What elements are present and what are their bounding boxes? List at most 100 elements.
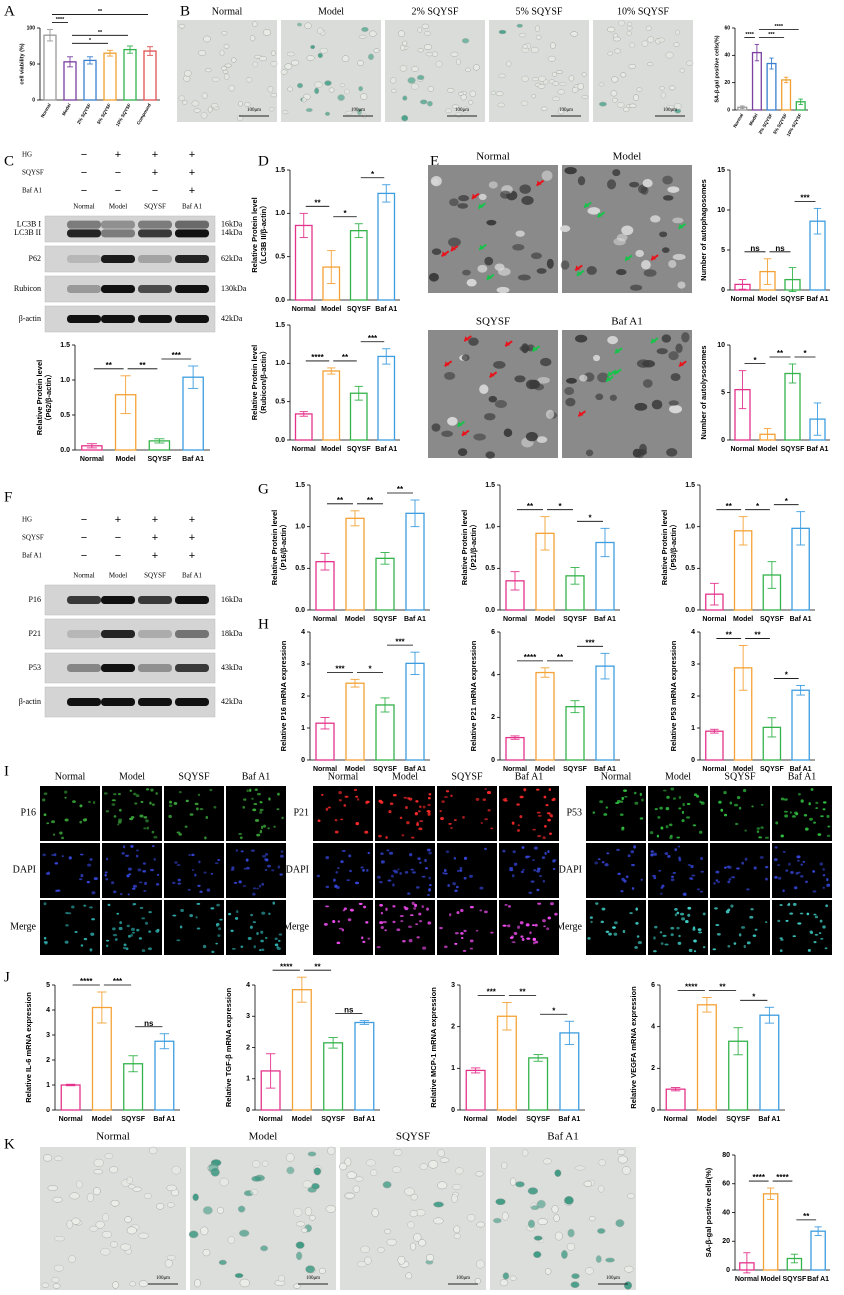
cell bbox=[595, 1255, 602, 1263]
significance-label: ** bbox=[342, 353, 349, 362]
kda-label: 43kDa bbox=[221, 663, 243, 672]
cell bbox=[784, 810, 788, 813]
cell bbox=[193, 108, 201, 113]
cell bbox=[597, 1185, 605, 1193]
cell bbox=[407, 1221, 415, 1229]
cell bbox=[334, 830, 339, 834]
cell bbox=[720, 808, 724, 812]
treatment-sign: + bbox=[115, 149, 121, 161]
cell bbox=[293, 1283, 301, 1289]
cell bbox=[79, 853, 84, 856]
cell bbox=[142, 869, 147, 873]
significance-label: *** bbox=[335, 664, 345, 673]
band bbox=[175, 285, 209, 293]
cell bbox=[678, 856, 681, 860]
cell bbox=[450, 51, 459, 57]
x-tick-label: Normal bbox=[313, 616, 337, 623]
cell bbox=[189, 914, 193, 918]
x-tick-label: Model bbox=[535, 616, 555, 623]
cell bbox=[261, 882, 265, 886]
cell bbox=[795, 812, 799, 816]
cell bbox=[402, 940, 406, 943]
panel-letter: H bbox=[258, 616, 269, 632]
cell bbox=[325, 807, 329, 811]
cell bbox=[822, 874, 826, 877]
cell bbox=[325, 905, 330, 908]
cell bbox=[240, 945, 244, 948]
significance-label: * bbox=[756, 502, 760, 511]
cell bbox=[799, 912, 804, 915]
cell bbox=[264, 858, 268, 861]
cell bbox=[533, 846, 538, 850]
cell bbox=[88, 800, 91, 804]
cell bbox=[43, 941, 48, 944]
cell bbox=[780, 797, 785, 801]
cell bbox=[366, 868, 369, 872]
cell bbox=[530, 252, 542, 260]
x-tick-label: Normal bbox=[702, 616, 726, 623]
cell bbox=[290, 59, 300, 66]
cell bbox=[424, 858, 427, 863]
cell bbox=[82, 818, 87, 822]
cell bbox=[427, 796, 431, 800]
band bbox=[101, 664, 135, 672]
cell bbox=[610, 90, 618, 97]
cell bbox=[305, 1265, 316, 1274]
cell bbox=[428, 851, 432, 855]
x-tick-label: Baf A1 bbox=[790, 616, 812, 623]
y-tick-label: 0.5 bbox=[295, 565, 305, 572]
cell bbox=[518, 33, 527, 38]
cell bbox=[738, 806, 742, 810]
cell bbox=[263, 824, 266, 828]
treatment-sign: − bbox=[81, 550, 87, 562]
cell bbox=[259, 808, 264, 812]
cell bbox=[541, 170, 553, 181]
cell bbox=[670, 933, 674, 937]
cell bbox=[419, 861, 422, 864]
cell bbox=[358, 86, 364, 92]
cell bbox=[153, 857, 156, 861]
significance-label: **** bbox=[280, 962, 293, 971]
cell bbox=[455, 58, 461, 66]
cell bbox=[544, 851, 547, 856]
treatment-label: HG bbox=[22, 151, 32, 159]
y-axis-label: Relative Protein level bbox=[660, 510, 669, 585]
cell bbox=[623, 879, 627, 883]
band bbox=[67, 220, 101, 229]
cell bbox=[454, 942, 458, 945]
cell bbox=[517, 829, 520, 832]
cell bbox=[304, 22, 312, 30]
cell bbox=[696, 888, 701, 891]
cell bbox=[561, 1250, 568, 1259]
cell bbox=[295, 1241, 305, 1249]
cell bbox=[405, 1272, 413, 1280]
cell bbox=[277, 865, 281, 869]
cell bbox=[657, 37, 666, 43]
cell bbox=[792, 902, 797, 906]
cell bbox=[519, 921, 524, 925]
y-tick-label: 1.5 bbox=[275, 167, 285, 174]
cell bbox=[693, 950, 697, 953]
cell bbox=[754, 928, 758, 931]
x-tick-label: Baf A1 bbox=[182, 456, 204, 463]
cell bbox=[507, 924, 511, 928]
x-tick-label: Baf A1 bbox=[807, 296, 829, 303]
cell bbox=[727, 880, 731, 884]
cell bbox=[620, 800, 624, 803]
significance-label: * bbox=[368, 664, 372, 673]
cell bbox=[631, 887, 635, 890]
cell bbox=[217, 934, 221, 937]
cell bbox=[54, 1155, 63, 1162]
x-tick-label: Model bbox=[697, 1116, 717, 1123]
cell bbox=[252, 21, 258, 27]
cell bbox=[344, 1157, 352, 1167]
cell bbox=[660, 892, 663, 895]
cell bbox=[370, 1169, 378, 1177]
cell bbox=[534, 923, 538, 927]
cell bbox=[449, 198, 459, 207]
cell bbox=[673, 103, 682, 110]
cell bbox=[624, 1265, 634, 1273]
cell bbox=[236, 114, 244, 122]
cell bbox=[758, 836, 762, 839]
cell bbox=[243, 798, 247, 801]
